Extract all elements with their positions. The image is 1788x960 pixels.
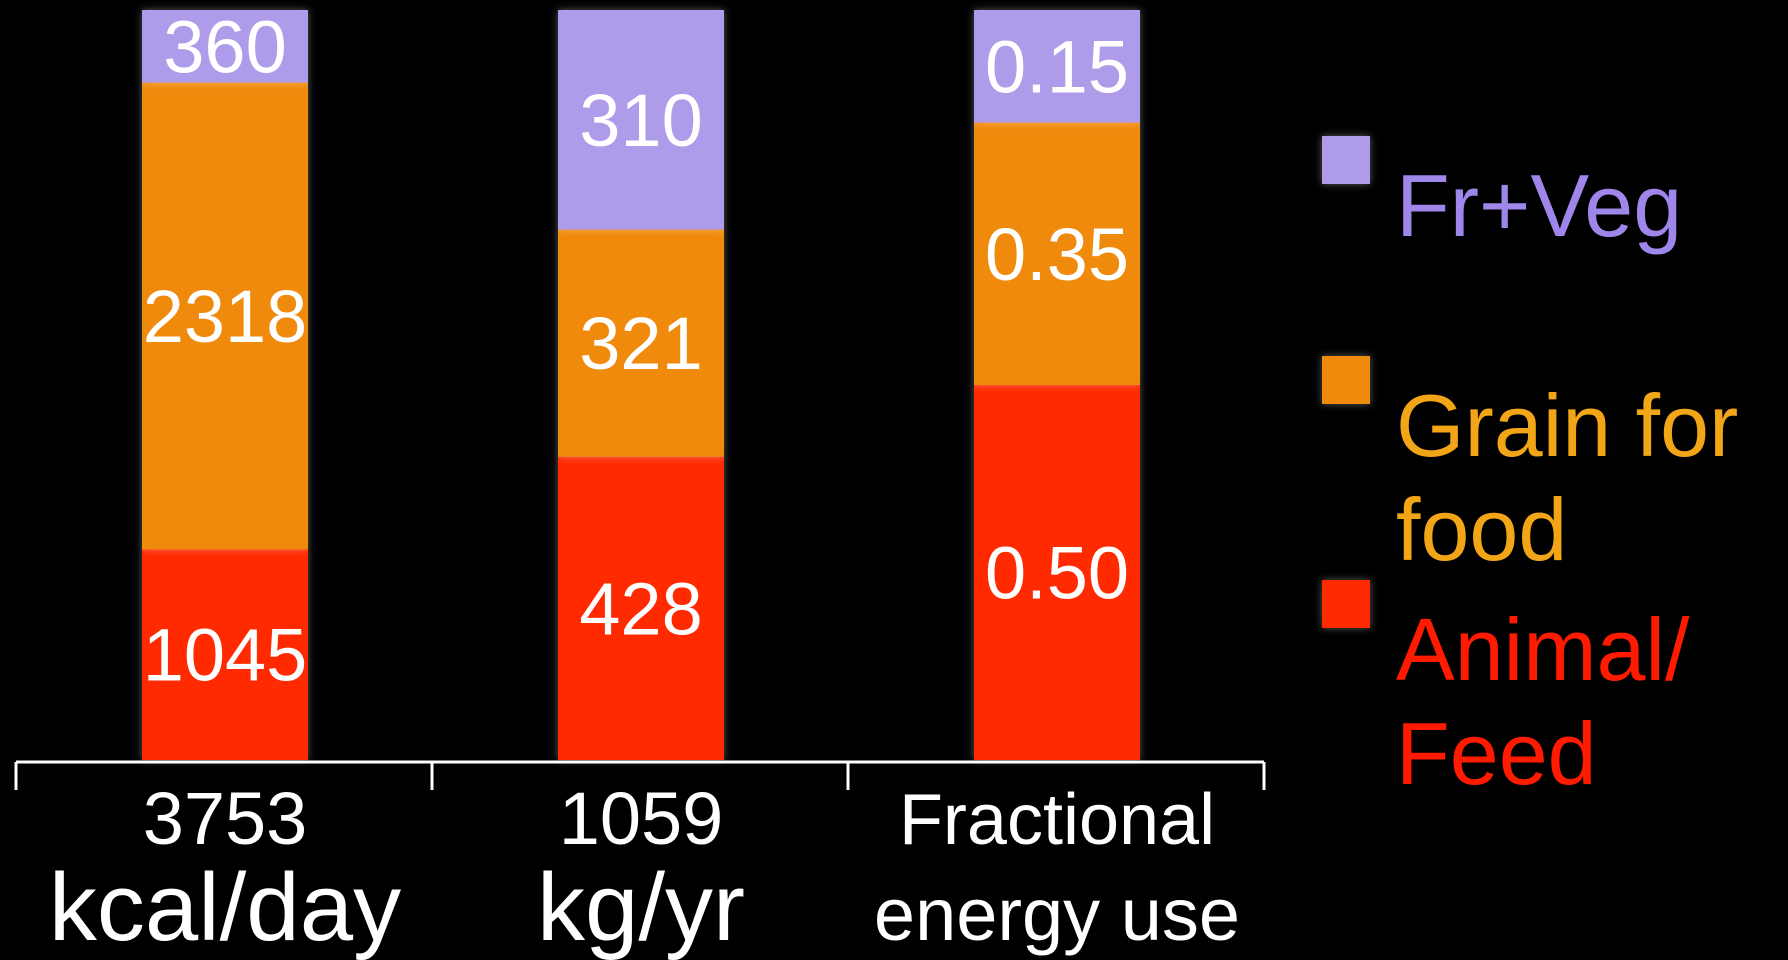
data-label: 1045 bbox=[143, 614, 308, 697]
legend-label: food bbox=[1396, 480, 1567, 579]
data-label: 310 bbox=[579, 79, 702, 162]
bar-segment bbox=[558, 10, 724, 230]
category-label-line2: energy use bbox=[874, 873, 1240, 956]
category-axis bbox=[14, 760, 1266, 790]
category-label-line2: kg/yr bbox=[537, 854, 745, 960]
bar-segment bbox=[974, 385, 1140, 760]
bars-layer: 1045 2318 360 428 321 310 0.50 0.35 0.15 bbox=[142, 5, 1140, 760]
category-label-line1: 1059 bbox=[559, 777, 724, 860]
bar-segment bbox=[974, 10, 1140, 123]
category-label-line1: Fractional bbox=[899, 780, 1215, 860]
data-label: 2318 bbox=[143, 275, 308, 358]
bar-segment bbox=[558, 456, 724, 760]
category-label-line2: kcal/day bbox=[49, 854, 401, 960]
data-label: 321 bbox=[579, 302, 702, 385]
legend-label: Feed bbox=[1396, 704, 1597, 803]
legend-swatch bbox=[1322, 356, 1370, 404]
bar-segment bbox=[142, 82, 308, 550]
data-label: 0.35 bbox=[985, 213, 1129, 296]
legend-swatch bbox=[1322, 580, 1370, 628]
data-label: 0.50 bbox=[985, 532, 1129, 615]
legend-label: Fr+Veg bbox=[1396, 156, 1682, 255]
data-label: 428 bbox=[579, 567, 702, 650]
bar-segment bbox=[142, 10, 308, 83]
bar-segment bbox=[974, 122, 1140, 385]
bar-segment bbox=[142, 549, 308, 760]
legend-label: Grain for bbox=[1396, 376, 1738, 475]
legend-swatch bbox=[1322, 136, 1370, 184]
category-label-line1: 3753 bbox=[143, 777, 308, 860]
data-label: 360 bbox=[163, 5, 286, 88]
data-label: 0.15 bbox=[985, 25, 1129, 108]
legend-label: Animal/ bbox=[1396, 600, 1690, 699]
bar-segment bbox=[558, 229, 724, 457]
